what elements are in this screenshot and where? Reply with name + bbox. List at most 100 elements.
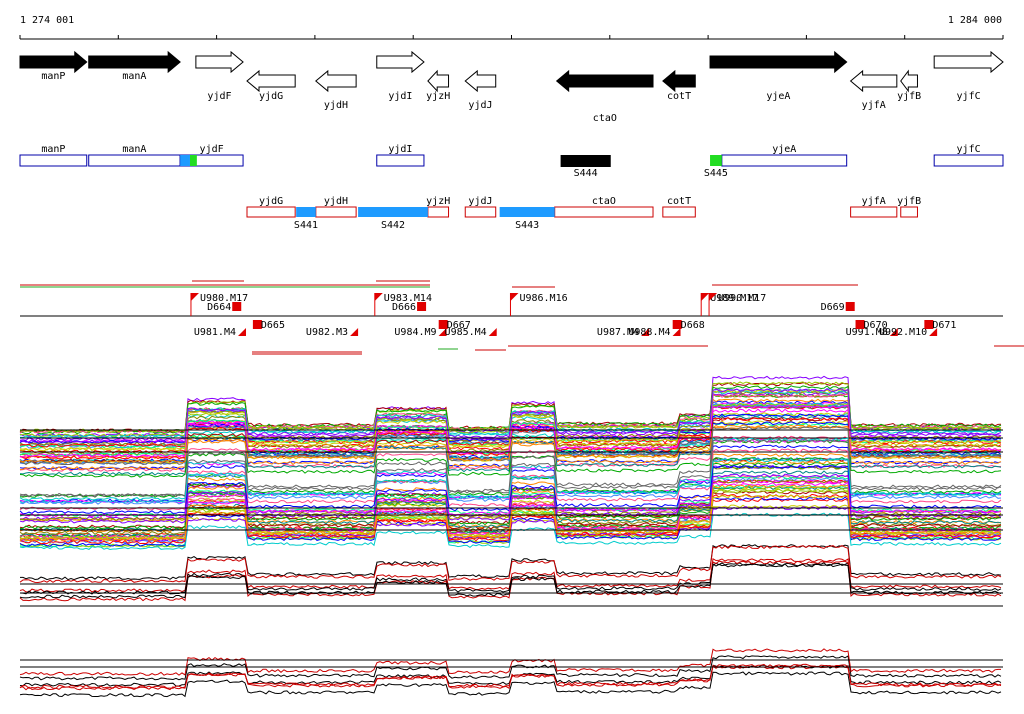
profile-trace bbox=[19, 665, 1002, 689]
upshift-label-U992.M10: U992.M10 bbox=[879, 327, 927, 338]
profile-trace bbox=[20, 544, 1002, 581]
gene-label-cotT: cotT bbox=[667, 91, 691, 102]
ruler-end-label: 1 284 000 bbox=[948, 15, 1002, 26]
profile-trace bbox=[19, 388, 1002, 444]
antisense-label-yjdJ: yjdJ bbox=[468, 196, 492, 207]
sense-mark bbox=[189, 155, 197, 166]
gene-arrow-manP bbox=[19, 50, 88, 74]
downshift-box-D664 bbox=[232, 302, 242, 311]
profile-trace bbox=[19, 458, 1002, 501]
antisense-segment-label-S443: S443 bbox=[515, 220, 539, 231]
antisense-label-yjzH: yjzH bbox=[426, 196, 450, 207]
sense-box-manA bbox=[88, 154, 181, 167]
sense-label-yjfC: yjfC bbox=[957, 144, 981, 155]
antisense-box-cotT bbox=[662, 206, 696, 218]
gene-label-yjdG: yjdG bbox=[259, 91, 283, 102]
sense-segment-S444 bbox=[560, 155, 611, 167]
upshift-label-U983.M14: U983.M14 bbox=[384, 293, 432, 304]
sense-segment-label-S444: S444 bbox=[574, 168, 598, 179]
downshift-label-D671: D671 bbox=[932, 320, 956, 331]
gene-label-yjfC: yjfC bbox=[957, 91, 981, 102]
gene-label-yjfB: yjfB bbox=[897, 91, 921, 102]
upshift-flag-U987.M4 bbox=[641, 328, 650, 336]
upshift-label-U988.M4: U988.M4 bbox=[628, 327, 670, 338]
expression-panel-1 bbox=[19, 375, 1002, 478]
profile-trace bbox=[19, 404, 1002, 458]
downshift-box-D671 bbox=[924, 320, 934, 329]
upshift-flag-U990.M17 bbox=[709, 293, 718, 301]
gene-label-yjdI: yjdI bbox=[388, 91, 412, 102]
downshift-box-D668 bbox=[672, 320, 682, 329]
downshift-label-D666: D666 bbox=[392, 302, 416, 313]
gene-label-yjdF: yjdF bbox=[207, 91, 231, 102]
antisense-segment-label-S442: S442 bbox=[381, 220, 405, 231]
upshift-flag-U988.M4 bbox=[672, 328, 681, 336]
breakpoint-track: U980.M17 U983.M14 U986.M16 U989.M17U990.M17… bbox=[20, 280, 1024, 355]
downshift-label-D667: D667 bbox=[447, 320, 471, 331]
profile-trace bbox=[19, 655, 1002, 681]
profile-trace bbox=[19, 512, 1002, 551]
sense-segment-label-S445: S445 bbox=[704, 168, 728, 179]
gene-arrow-yjzH bbox=[427, 69, 450, 93]
sense-label-yjeA: yjeA bbox=[772, 144, 796, 155]
antisense-box-yjdJ bbox=[464, 206, 497, 218]
upshift-flag-U982.M3 bbox=[350, 328, 359, 336]
upshift-label-U982.M3: U982.M3 bbox=[306, 327, 348, 338]
upshift-flag-U980.M17 bbox=[190, 293, 199, 301]
gene-arrow-yjdI bbox=[376, 50, 425, 74]
profile-trace bbox=[19, 484, 1002, 542]
sense-box-manP bbox=[19, 154, 88, 167]
sense-box-yjdI bbox=[376, 154, 425, 167]
expression-panel-3 bbox=[19, 544, 1002, 602]
antisense-label-yjdG: yjdG bbox=[259, 196, 283, 207]
gene-label-yjfA: yjfA bbox=[862, 100, 886, 111]
antisense-strand-track: yjdG yjdH yjzH yjdJ ctaO cotT yjfA yjfB S441 S442… bbox=[246, 196, 921, 231]
antisense-segment-S441 bbox=[296, 207, 316, 217]
gene-arrow-yjdJ bbox=[464, 69, 497, 93]
downshift-label-D665: D665 bbox=[261, 320, 285, 331]
antisense-box-yjdH bbox=[315, 206, 357, 218]
gene-arrow-yjfA bbox=[849, 69, 898, 93]
antisense-box-ctaO bbox=[554, 206, 654, 218]
gene-label-yjeA: yjeA bbox=[766, 91, 790, 102]
profile-trace bbox=[19, 545, 1002, 584]
downshift-label-D669: D669 bbox=[821, 302, 845, 313]
antisense-segment-label-S441: S441 bbox=[294, 220, 318, 231]
coordinate-ruler: 1 274 001 1 284 000 bbox=[19, 15, 1004, 40]
gene-arrow-manA bbox=[88, 50, 181, 74]
downshift-box-D666 bbox=[417, 302, 427, 311]
upshift-flag-U989.M17 bbox=[701, 293, 710, 301]
antisense-box-yjdG bbox=[246, 206, 296, 218]
upshift-flag-U983.M14 bbox=[374, 293, 383, 301]
antisense-box-yjzH bbox=[427, 206, 450, 218]
gene-arrow-yjdH bbox=[315, 69, 357, 93]
sense-box-yjeA bbox=[721, 154, 848, 167]
profile-trace bbox=[19, 439, 1002, 478]
sense-mark bbox=[180, 155, 190, 166]
upshift-label-U989.M17: U989.M17 bbox=[710, 293, 758, 304]
upshift-flag-U981.M4 bbox=[238, 328, 247, 336]
upshift-flag-U984.M9 bbox=[438, 328, 447, 336]
antisense-segment-S443 bbox=[499, 207, 555, 217]
gene-arrow-yjeA bbox=[709, 50, 848, 74]
upshift-flag-U986.M16 bbox=[510, 293, 519, 301]
sense-strand-track: manP manA yjdF yjdI yjeA yjfC S444 S445 bbox=[19, 144, 1004, 179]
downshift-box-D670 bbox=[855, 320, 865, 329]
sense-mark bbox=[710, 155, 722, 166]
profile-trace bbox=[19, 464, 1002, 515]
profile-trace bbox=[19, 558, 1002, 593]
downshift-label-D670: D670 bbox=[864, 320, 888, 331]
upshift-label-U987.M4: U987.M4 bbox=[597, 327, 639, 338]
upshift-label-U984.M9: U984.M9 bbox=[394, 327, 436, 338]
upshift-flag-U992.M10 bbox=[929, 328, 938, 336]
antisense-label-cotT: cotT bbox=[667, 196, 691, 207]
antisense-segment-S442 bbox=[358, 207, 428, 217]
upshift-label-U986.M16: U986.M16 bbox=[519, 293, 567, 304]
antisense-box-yjfA bbox=[850, 206, 898, 218]
downshift-label-D668: D668 bbox=[681, 320, 705, 331]
antisense-label-yjfA: yjfA bbox=[862, 196, 886, 207]
sense-label-manA: manA bbox=[122, 144, 146, 155]
gene-label-manP: manP bbox=[41, 71, 65, 82]
downshift-box-D665 bbox=[252, 320, 262, 329]
